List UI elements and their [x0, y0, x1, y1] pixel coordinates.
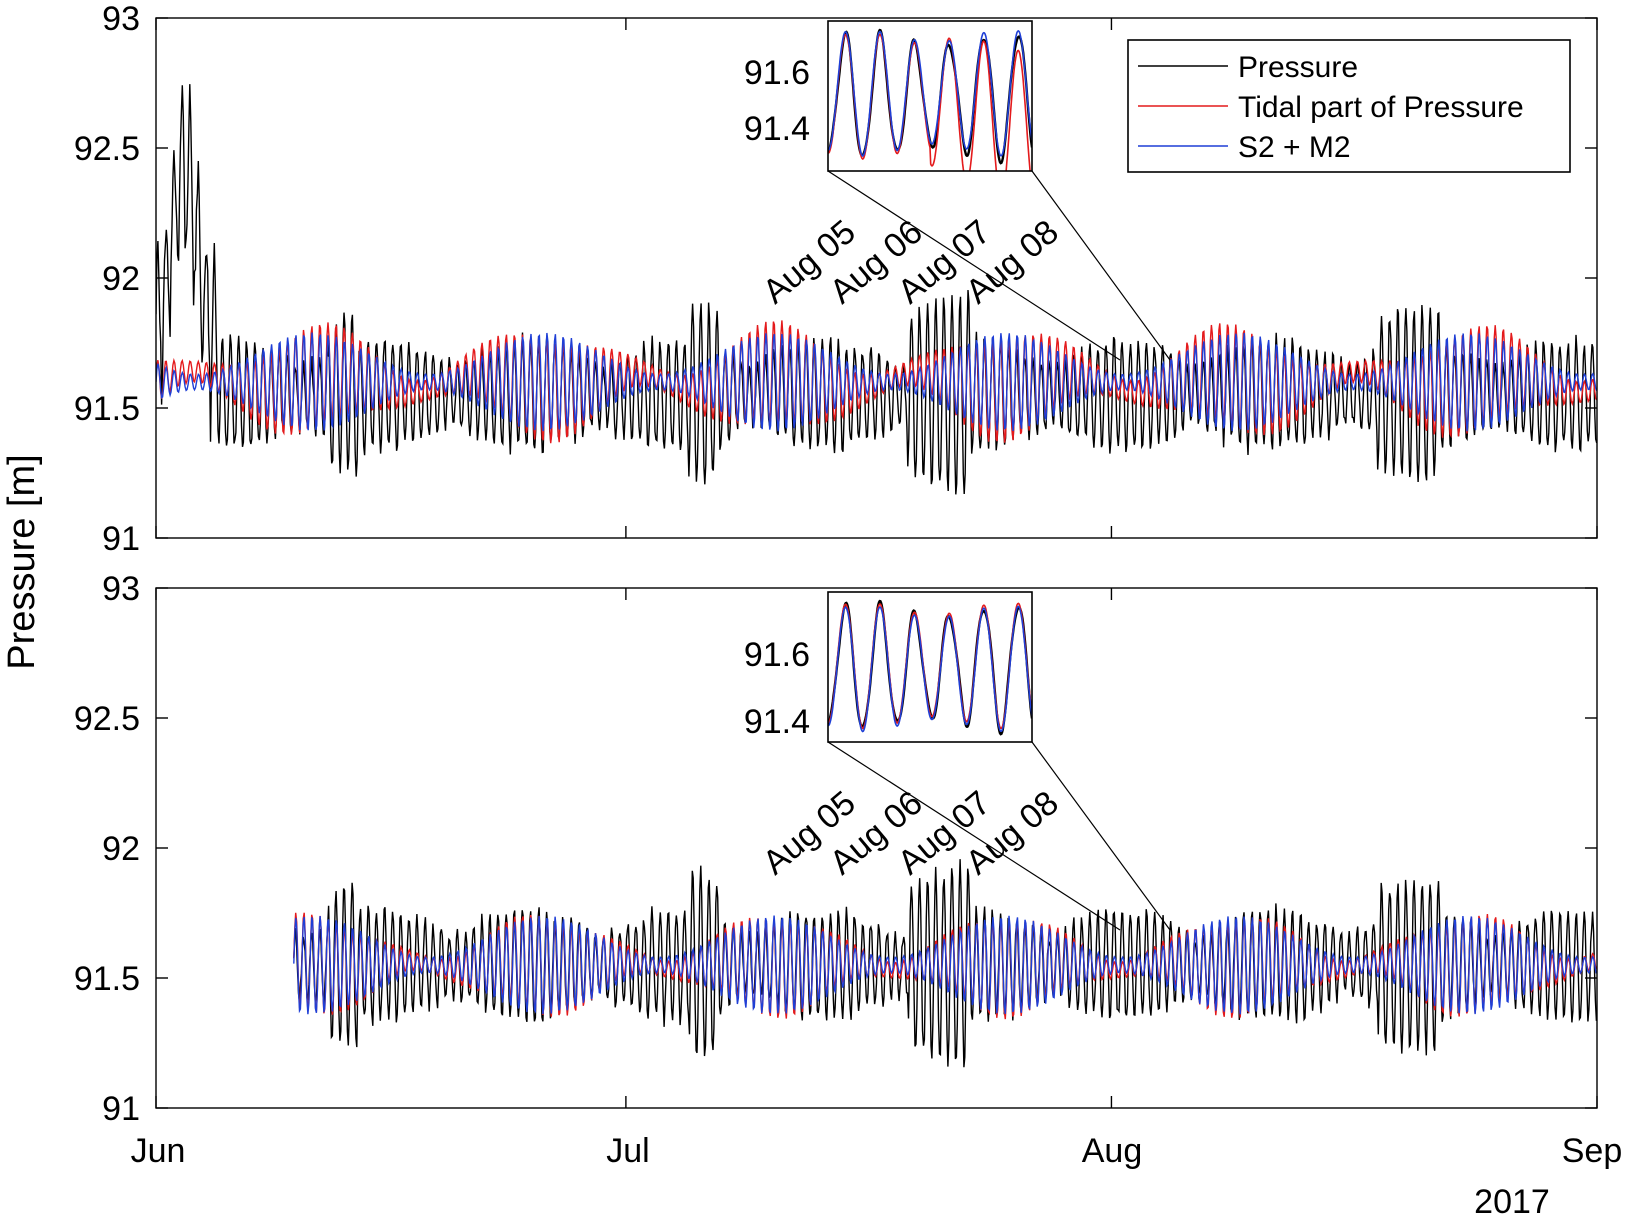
top-inset-s2m2: [828, 29, 1032, 157]
top-panel: 93 92.5 92 91.5 91 91.6 91.4 Aug 05 Aug …: [74, 0, 1598, 558]
bottom-series-group: [293, 859, 1597, 1068]
top-inset-tidal: [828, 33, 1031, 171]
top-inset-connector-left: [827, 170, 1121, 361]
bottom-inset-ytick-91-4: 91.4: [744, 703, 810, 741]
top-series-pressure: [156, 84, 1597, 495]
top-series-group: [156, 84, 1597, 495]
top-inset-frame: [827, 20, 1033, 172]
top-ytick-92: 92: [102, 260, 140, 298]
bottom-inset-ytick-91-6: 91.6: [744, 636, 810, 674]
bottom-inset: 91.6 91.4 Aug 05 Aug 06 Aug 07 Aug 08: [744, 591, 1066, 882]
bottom-ytick-91-5: 91.5: [74, 960, 140, 998]
top-ytick-91-5: 91.5: [74, 390, 140, 428]
top-inset: 91.6 91.4 Aug 05 Aug 06 Aug 07 Aug 08: [744, 20, 1066, 311]
bottom-inset-s2m2: [828, 605, 1032, 733]
legend: Pressure Tidal part of Pressure S2 + M2: [1127, 39, 1571, 173]
top-ytick-91: 91: [102, 520, 140, 558]
legend-label-pressure: Pressure: [1238, 51, 1358, 84]
bottom-panel: 93 92.5 92 91.5 91 Jun Jul Aug Sep 2017 …: [74, 570, 1622, 1219]
bottom-series-s2m2: [293, 915, 1597, 1015]
legend-label-s2m2: S2 + M2: [1238, 131, 1351, 164]
xtick-aug: Aug: [1082, 1132, 1143, 1170]
bottom-ytick-91: 91: [102, 1090, 140, 1128]
bottom-inset-connector-left: [827, 741, 1121, 931]
top-y-axis: [155, 17, 1598, 539]
y-axis-label: Pressure [m]: [1, 454, 43, 669]
top-inset-connector-right: [1031, 170, 1171, 361]
top-series-s2m2: [156, 332, 1597, 432]
top-inset-ytick-91-4: 91.4: [744, 110, 810, 148]
xtick-jul: Jul: [606, 1132, 649, 1170]
xtick-sep: Sep: [1562, 1132, 1623, 1170]
bottom-ytick-93: 93: [102, 570, 140, 608]
bottom-inset-connector-right: [1031, 741, 1171, 931]
legend-label-tidal: Tidal part of Pressure: [1238, 91, 1524, 124]
bottom-ytick-92-5: 92.5: [74, 700, 140, 738]
bottom-ytick-92: 92: [102, 830, 140, 868]
year-label: 2017: [1474, 1183, 1550, 1219]
top-series-tidal: [156, 320, 1597, 444]
top-inset-ytick-91-6: 91.6: [744, 54, 810, 92]
top-ytick-93: 93: [102, 0, 140, 38]
bottom-y-axis: [155, 587, 1598, 1109]
top-ytick-92-5: 92.5: [74, 130, 140, 168]
bottom-inset-frame: [827, 591, 1033, 743]
xtick-jun: Jun: [131, 1132, 186, 1170]
bottom-series-pressure: [293, 859, 1597, 1068]
